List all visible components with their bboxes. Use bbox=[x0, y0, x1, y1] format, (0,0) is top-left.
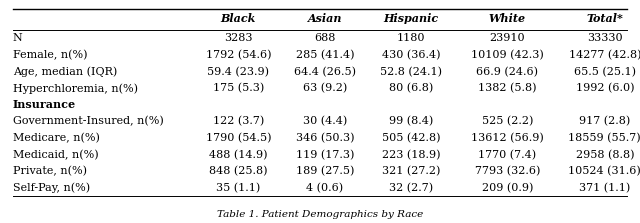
Text: 189 (27.5): 189 (27.5) bbox=[296, 166, 354, 176]
Text: White: White bbox=[488, 13, 526, 25]
Text: 14277 (42.8): 14277 (42.8) bbox=[568, 50, 640, 60]
Text: 505 (42.8): 505 (42.8) bbox=[382, 133, 440, 143]
Text: 223 (18.9): 223 (18.9) bbox=[382, 150, 440, 160]
Text: 10109 (42.3): 10109 (42.3) bbox=[471, 50, 543, 60]
Text: 371 (1.1): 371 (1.1) bbox=[579, 183, 630, 193]
Text: 848 (25.8): 848 (25.8) bbox=[209, 166, 268, 176]
Text: 525 (2.2): 525 (2.2) bbox=[481, 116, 533, 127]
Text: 10524 (31.6): 10524 (31.6) bbox=[568, 166, 640, 176]
Text: 30 (4.4): 30 (4.4) bbox=[303, 116, 347, 127]
Text: Age, median (IQR): Age, median (IQR) bbox=[13, 66, 117, 77]
Text: 64.4 (26.5): 64.4 (26.5) bbox=[294, 66, 356, 77]
Text: 2958 (8.8): 2958 (8.8) bbox=[575, 150, 634, 160]
Text: 1770 (7.4): 1770 (7.4) bbox=[478, 150, 536, 160]
Text: 52.8 (24.1): 52.8 (24.1) bbox=[380, 66, 442, 77]
Text: 66.9 (24.6): 66.9 (24.6) bbox=[476, 66, 538, 77]
Text: 321 (27.2): 321 (27.2) bbox=[382, 166, 440, 176]
Text: 119 (17.3): 119 (17.3) bbox=[296, 150, 354, 160]
Text: 688: 688 bbox=[314, 33, 335, 43]
Text: 63 (9.2): 63 (9.2) bbox=[303, 83, 347, 93]
Text: Self-Pay, n(%): Self-Pay, n(%) bbox=[13, 183, 90, 193]
Text: 33330: 33330 bbox=[587, 33, 623, 43]
Text: Table 1. Patient Demographics by Race: Table 1. Patient Demographics by Race bbox=[217, 210, 423, 219]
Text: 35 (1.1): 35 (1.1) bbox=[216, 183, 260, 193]
Text: 7793 (32.6): 7793 (32.6) bbox=[474, 166, 540, 176]
Text: 1180: 1180 bbox=[397, 33, 426, 43]
Text: 65.5 (25.1): 65.5 (25.1) bbox=[574, 66, 636, 77]
Text: 209 (0.9): 209 (0.9) bbox=[481, 183, 533, 193]
Text: 4 (0.6): 4 (0.6) bbox=[306, 183, 344, 193]
Text: 3283: 3283 bbox=[224, 33, 253, 43]
Text: Hyperchloremia, n(%): Hyperchloremia, n(%) bbox=[13, 83, 138, 93]
Text: Hispanic: Hispanic bbox=[383, 13, 439, 25]
Text: 122 (3.7): 122 (3.7) bbox=[212, 116, 264, 127]
Text: 346 (50.3): 346 (50.3) bbox=[296, 133, 354, 143]
Text: 23910: 23910 bbox=[490, 33, 525, 43]
Text: 13612 (56.9): 13612 (56.9) bbox=[471, 133, 543, 143]
Text: 1792 (54.6): 1792 (54.6) bbox=[205, 50, 271, 60]
Text: 430 (36.4): 430 (36.4) bbox=[382, 50, 440, 60]
Text: 59.4 (23.9): 59.4 (23.9) bbox=[207, 66, 269, 77]
Text: 1992 (6.0): 1992 (6.0) bbox=[575, 83, 634, 93]
Text: 80 (6.8): 80 (6.8) bbox=[389, 83, 433, 93]
Text: 917 (2.8): 917 (2.8) bbox=[579, 116, 630, 127]
Text: 1790 (54.5): 1790 (54.5) bbox=[205, 133, 271, 143]
Text: Medicare, n(%): Medicare, n(%) bbox=[13, 133, 100, 143]
Text: 285 (41.4): 285 (41.4) bbox=[296, 50, 354, 60]
Text: 99 (8.4): 99 (8.4) bbox=[389, 116, 433, 127]
Text: 175 (5.3): 175 (5.3) bbox=[212, 83, 264, 93]
Text: Medicaid, n(%): Medicaid, n(%) bbox=[13, 150, 99, 160]
Text: Black: Black bbox=[221, 13, 256, 25]
Text: 32 (2.7): 32 (2.7) bbox=[389, 183, 433, 193]
Text: 18559 (55.7): 18559 (55.7) bbox=[568, 133, 640, 143]
Text: Insurance: Insurance bbox=[13, 99, 76, 110]
Text: 1382 (5.8): 1382 (5.8) bbox=[478, 83, 536, 93]
Text: Government-Insured, n(%): Government-Insured, n(%) bbox=[13, 116, 164, 127]
Text: Private, n(%): Private, n(%) bbox=[13, 166, 87, 176]
Text: Asian: Asian bbox=[308, 13, 342, 25]
Text: 488 (14.9): 488 (14.9) bbox=[209, 150, 268, 160]
Text: Female, n(%): Female, n(%) bbox=[13, 50, 87, 60]
Text: N: N bbox=[13, 33, 22, 43]
Text: Total*: Total* bbox=[586, 13, 623, 25]
